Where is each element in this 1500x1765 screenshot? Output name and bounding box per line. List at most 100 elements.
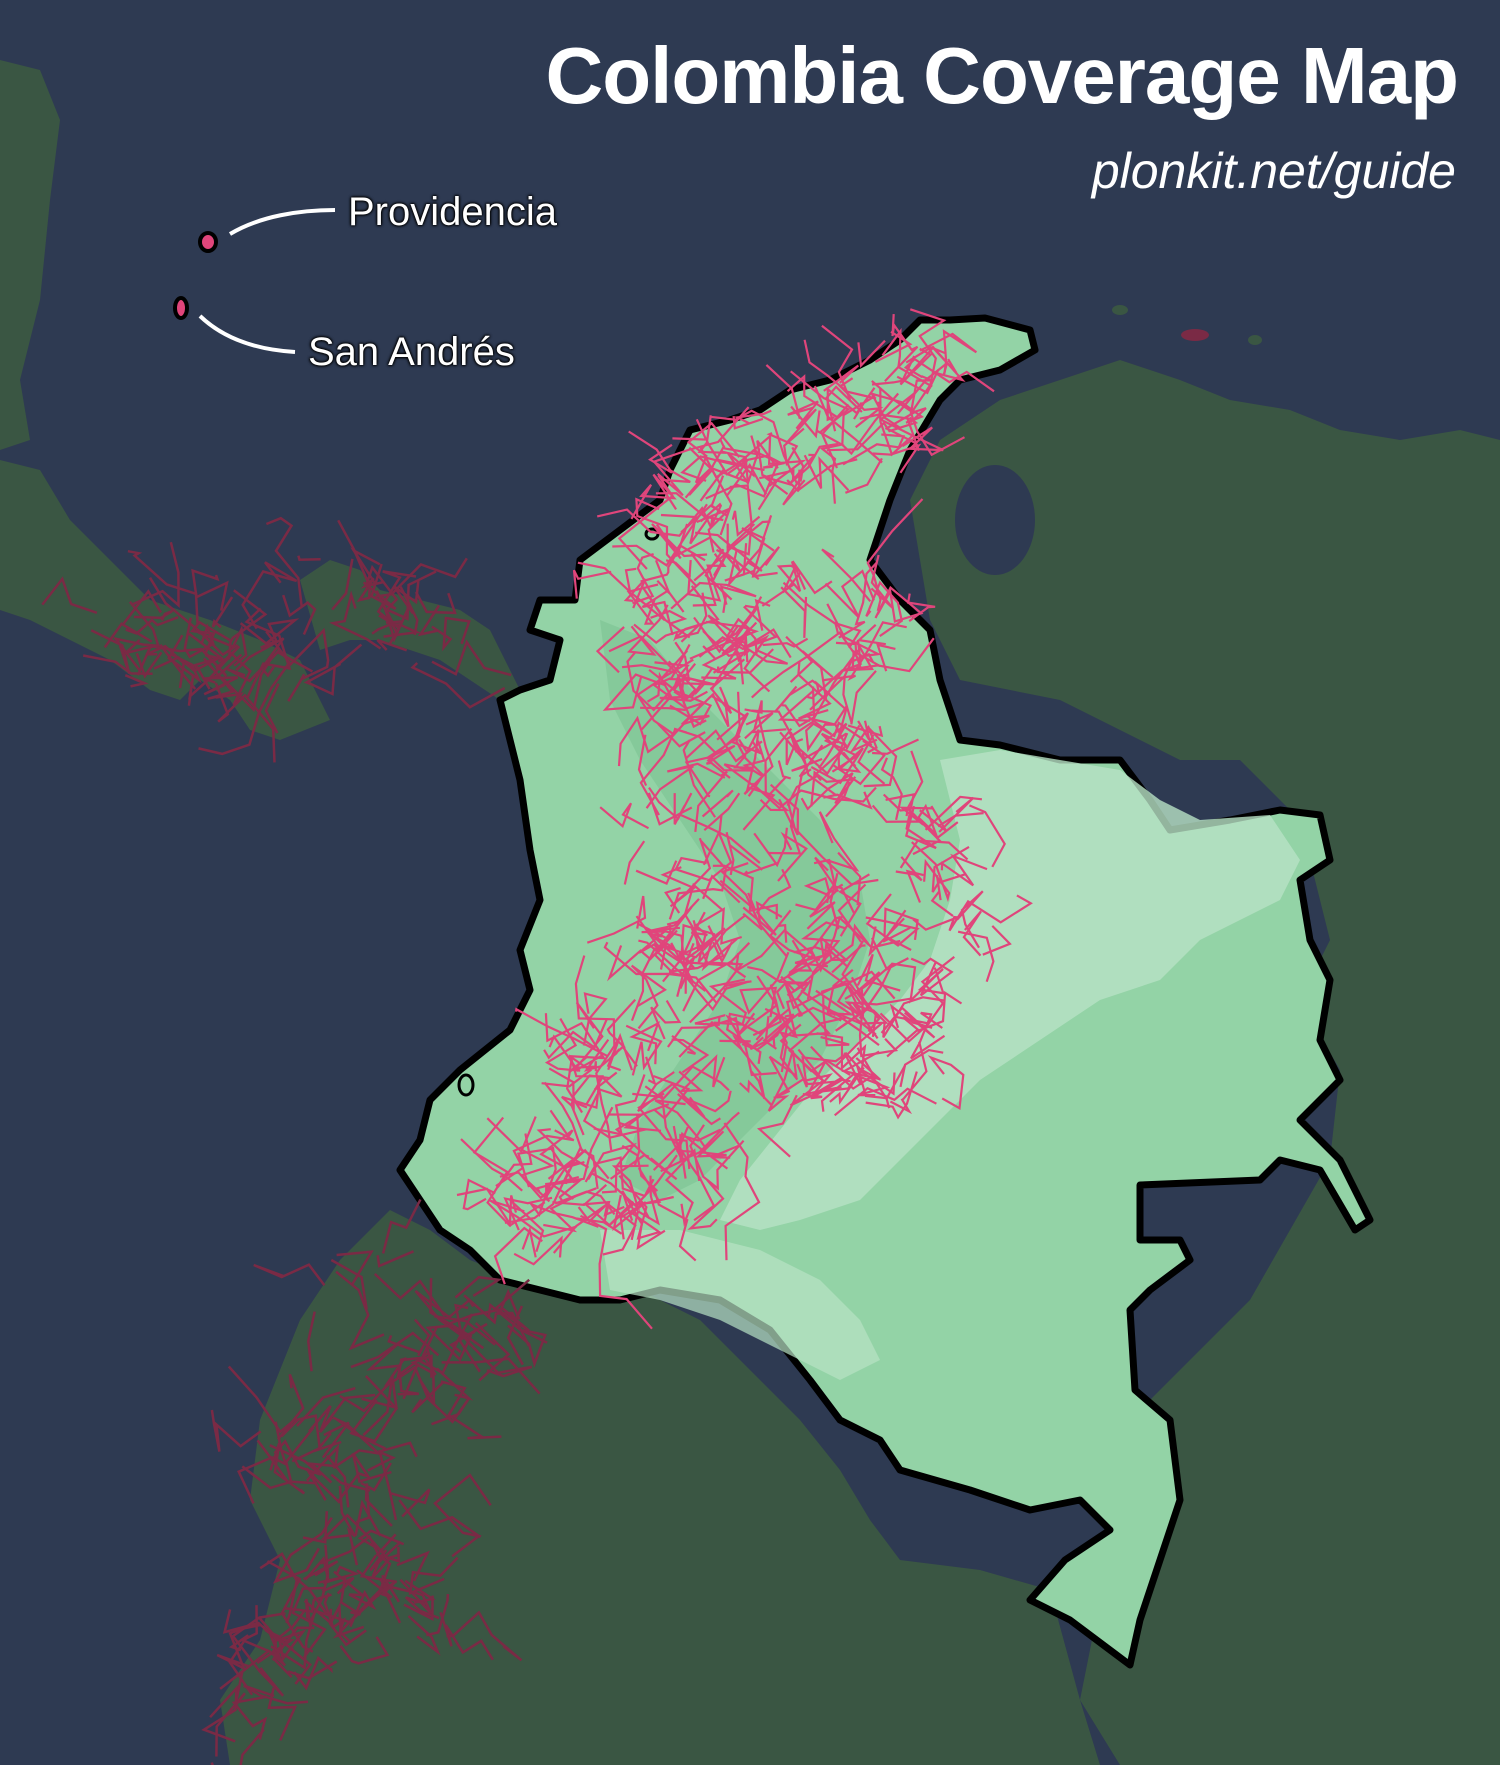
- coverage-road: [800, 989, 889, 1025]
- coverage-road: [917, 803, 959, 840]
- neighbor-road: [367, 1449, 398, 1521]
- neighbor-road: [474, 1322, 511, 1382]
- neighbor-road: [338, 1485, 359, 1566]
- neighbor-road: [375, 1533, 397, 1598]
- coverage-road: [795, 884, 856, 915]
- coverage-road: [576, 1200, 623, 1235]
- coverage-road: [625, 1024, 663, 1076]
- coverage-road: [678, 1054, 726, 1093]
- neighbor-road: [373, 1272, 446, 1317]
- neighbor-road: [243, 1684, 309, 1705]
- coverage-road: [869, 392, 924, 429]
- coverage-road: [729, 523, 763, 572]
- coverage-road: [680, 455, 765, 482]
- coverage-road: [782, 581, 840, 628]
- colombia-south-light: [600, 1230, 880, 1380]
- neighbor-road: [507, 1324, 547, 1368]
- neighbor-road: [133, 609, 174, 621]
- coverage-road: [699, 468, 725, 502]
- coverage-road: [816, 430, 845, 504]
- coverage-road: [702, 630, 752, 663]
- neighbor-road: [304, 1556, 331, 1583]
- coverage-road: [660, 649, 694, 680]
- coverage-road: [739, 454, 786, 469]
- coverage-road: [968, 804, 1006, 868]
- coverage-road: [769, 783, 800, 836]
- neighbor-road: [296, 1387, 356, 1427]
- colombia-lowlands-light: [720, 750, 1300, 1230]
- coverage-road: [651, 677, 707, 738]
- coverage-road: [495, 1129, 575, 1188]
- neighbor-road: [293, 1655, 333, 1691]
- coverage-road: [880, 1006, 936, 1039]
- coverage-road: [596, 506, 713, 537]
- coverage-road: [785, 635, 828, 701]
- coverage-road: [664, 887, 681, 914]
- coverage-road: [982, 925, 1012, 956]
- coverage-road: [543, 1187, 597, 1233]
- neighbor-road: [404, 1596, 440, 1620]
- coverage-road: [796, 1052, 865, 1088]
- neighbor-road: [215, 1671, 246, 1757]
- coverage-road: [562, 1160, 585, 1184]
- coverage-road: [617, 474, 675, 570]
- neighbor-road: [499, 1288, 521, 1320]
- coverage-road: [699, 502, 723, 528]
- coverage-road: [849, 724, 878, 754]
- neighbor-road: [253, 1263, 326, 1287]
- coverage-road: [710, 1144, 741, 1159]
- coverage-road: [857, 720, 871, 741]
- coverage-road: [762, 637, 809, 648]
- coverage-road: [801, 921, 846, 1000]
- coverage-road: [577, 561, 637, 595]
- coverage-road: [608, 1113, 662, 1132]
- neighbor-road: [414, 1369, 471, 1426]
- neighbor-road: [132, 541, 180, 608]
- coverage-road: [694, 1014, 726, 1027]
- neighbor-road: [82, 654, 153, 675]
- coverage-road: [753, 827, 788, 868]
- coverage-road: [539, 1109, 579, 1169]
- coverage-road: [865, 580, 904, 638]
- neighbor-road: [457, 1322, 488, 1373]
- coverage-road: [905, 750, 924, 817]
- neighbor-road: [339, 1376, 394, 1437]
- coverage-road: [702, 596, 763, 660]
- neighbor-road: [396, 1550, 430, 1582]
- coverage-road: [582, 992, 608, 1046]
- coverage-road: [617, 715, 674, 767]
- coverage-road: [821, 324, 854, 401]
- coverage-road: [528, 1183, 599, 1228]
- san-andres-leader-line: [198, 314, 296, 354]
- coverage-road: [693, 616, 740, 654]
- neighbor-road: [239, 1605, 286, 1667]
- coverage-road: [868, 917, 905, 957]
- coverage-road: [759, 442, 839, 484]
- coverage-road: [678, 1020, 743, 1058]
- neighbor-road: [408, 1556, 459, 1596]
- neighbor-road: [135, 651, 163, 679]
- coverage-road: [831, 944, 866, 974]
- coverage-road: [777, 689, 815, 722]
- coverage-road: [493, 1226, 543, 1285]
- coverage-road: [930, 875, 954, 917]
- neighbor-road: [308, 1405, 334, 1433]
- curacao-island: [1181, 329, 1209, 341]
- coverage-road: [810, 770, 854, 807]
- providencia-leader-line: [228, 208, 336, 236]
- coverage-road: [668, 840, 728, 920]
- coverage-road: [889, 1098, 913, 1115]
- coverage-road: [521, 1225, 537, 1258]
- coverage-road: [660, 866, 697, 908]
- providencia-island: [198, 231, 218, 253]
- coverage-road: [776, 561, 802, 594]
- coverage-road: [912, 915, 958, 931]
- coverage-road: [548, 1034, 580, 1072]
- neighbor-road: [217, 589, 268, 663]
- coverage-road: [572, 569, 612, 599]
- coverage-road: [701, 789, 734, 818]
- coverage-road: [909, 308, 947, 389]
- coverage-road: [626, 604, 669, 656]
